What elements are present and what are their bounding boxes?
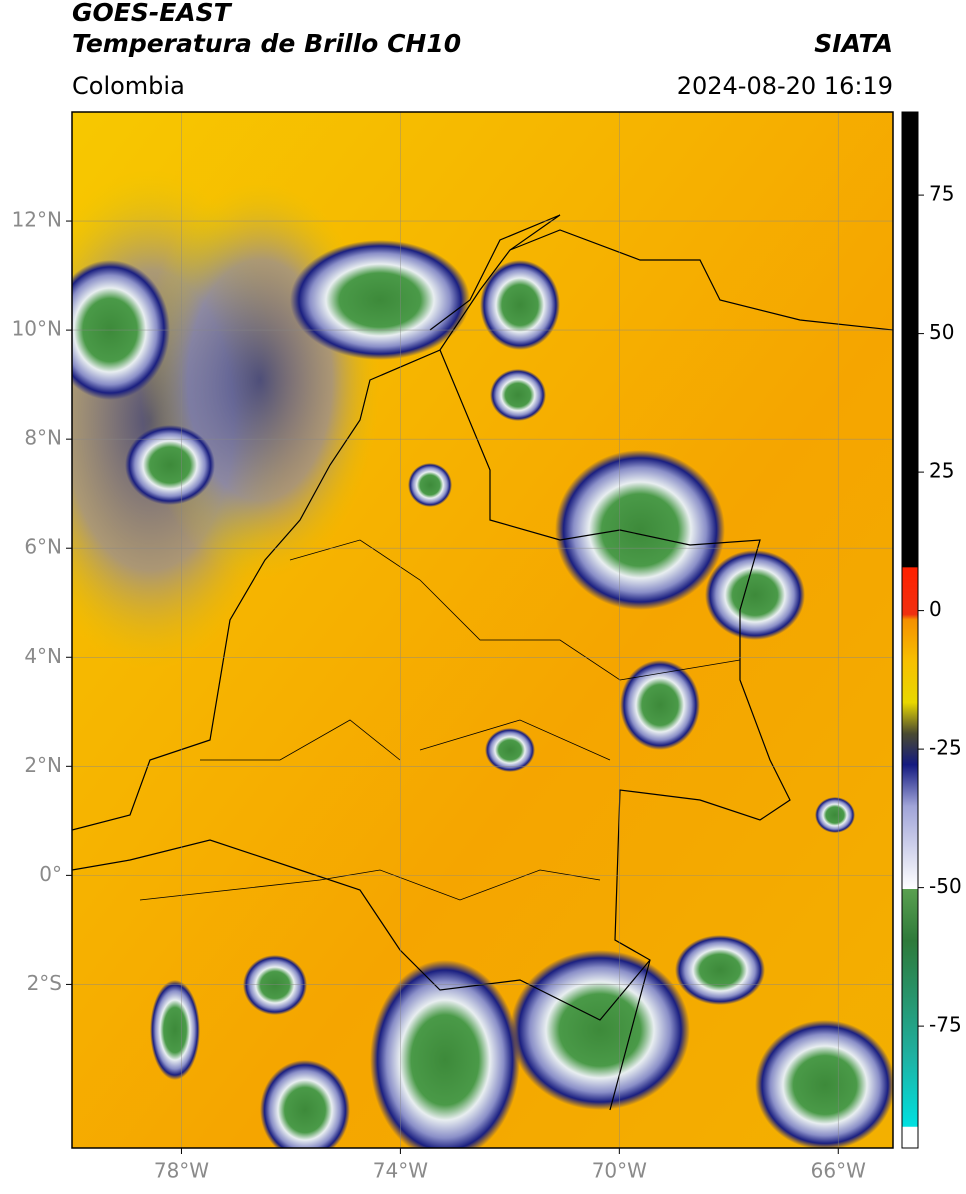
y-tick-label: 12°N <box>12 208 62 232</box>
map-frame <box>71 111 894 1149</box>
x-tick-label: 78°W <box>154 1159 209 1183</box>
x-tick-label: 66°W <box>811 1159 866 1183</box>
x-tick-label: 74°W <box>373 1159 428 1183</box>
y-tick-label: 2°S <box>27 971 62 995</box>
y-tick-label: 6°N <box>24 535 62 559</box>
y-tick-label: 10°N <box>12 317 62 341</box>
colorbar-tick-label: -25 <box>929 736 962 760</box>
y-tick-label: 2°N <box>24 753 62 777</box>
colorbar-tick-label: 0 <box>929 597 942 621</box>
grid <box>72 112 893 1148</box>
colorbar-tick-label: -75 <box>929 1013 962 1037</box>
colorbar-tick-label: 25 <box>929 459 954 483</box>
satellite-image <box>72 112 893 1148</box>
y-tick-label: 0° <box>39 862 62 886</box>
colorbar-tick-label: -50 <box>929 874 962 898</box>
y-tick-label: 8°N <box>24 426 62 450</box>
region: Colombia <box>72 72 185 100</box>
source: SIATA <box>814 29 893 58</box>
colorbar-tick-label: 50 <box>929 320 954 344</box>
colorbar <box>901 111 919 1149</box>
x-tick-label: 70°W <box>592 1159 647 1183</box>
title: GOES-EAST <box>72 0 233 27</box>
timestamp: 2024-08-20 16:19 <box>677 72 893 100</box>
y-tick-label: 4°N <box>24 644 62 668</box>
subtitle: Temperatura de Brillo CH10 <box>72 29 461 58</box>
colorbar-tick-label: 75 <box>929 182 954 206</box>
